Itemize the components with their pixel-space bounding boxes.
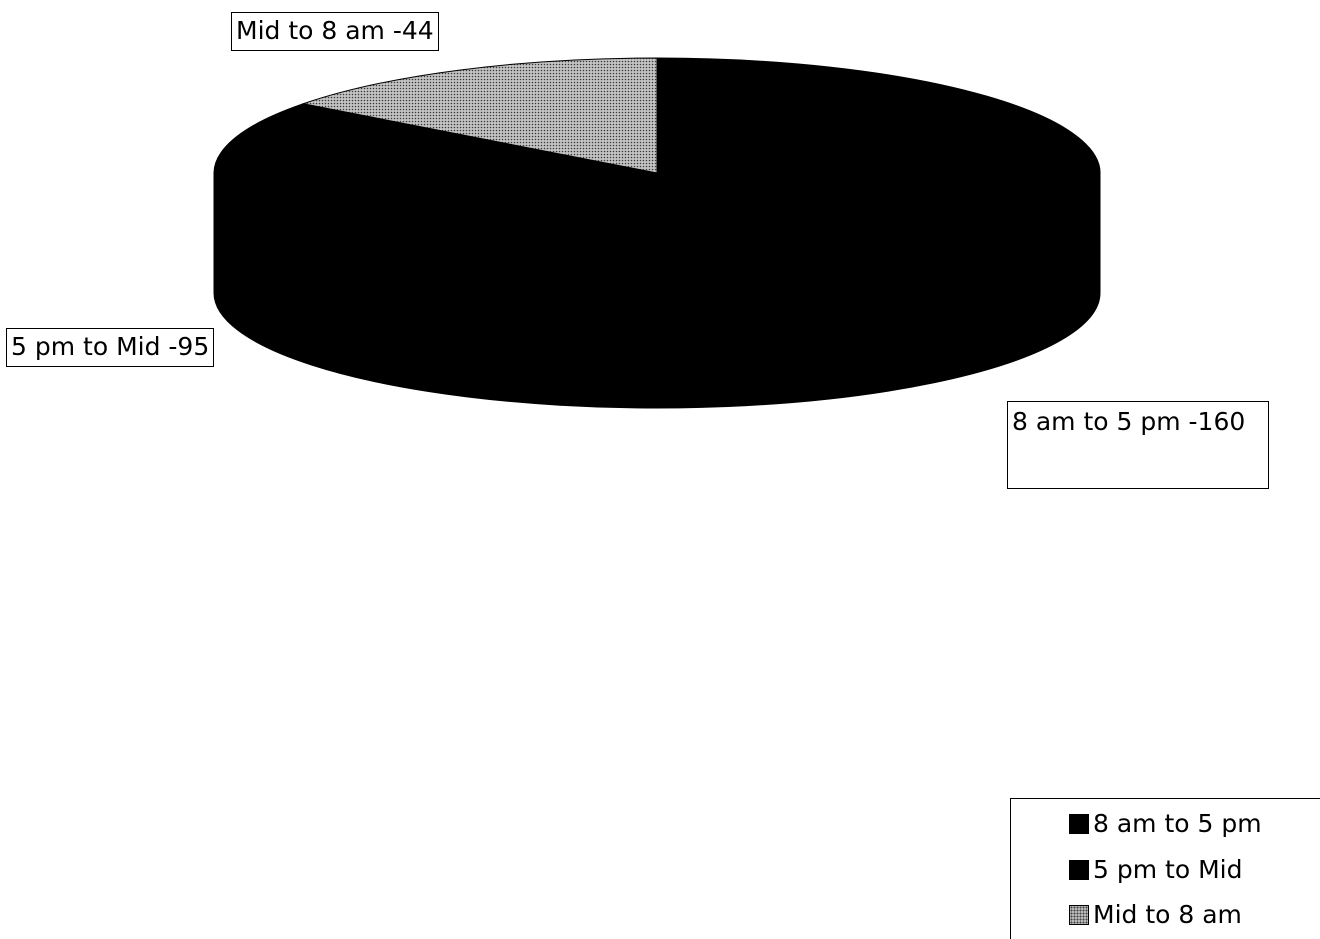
legend-label: 5 pm to Mid bbox=[1093, 855, 1243, 884]
pie-slice-1 bbox=[213, 103, 658, 286]
legend-swatch-5pm-to-mid bbox=[1069, 859, 1089, 880]
legend-item-8am-to-5pm: 8 am to 5 pm bbox=[1069, 809, 1262, 838]
data-label-8am-to-5pm: 8 am to 5 pm -160 bbox=[1007, 401, 1269, 489]
legend-item-mid-to-8am: Mid to 8 am bbox=[1069, 900, 1242, 929]
pie-slice-0 bbox=[559, 57, 1101, 289]
data-label-mid-to-8am: Mid to 8 am -44 bbox=[231, 12, 439, 51]
legend-label: 8 am to 5 pm bbox=[1093, 809, 1262, 838]
pie-slice-2 bbox=[301, 57, 658, 174]
legend-item-5pm-to-mid: 5 pm to Mid bbox=[1069, 855, 1242, 884]
legend-label: Mid to 8 am bbox=[1093, 900, 1242, 929]
legend-swatch-mid-to-8am bbox=[1069, 904, 1089, 925]
legend-swatch-8am-to-5pm bbox=[1069, 813, 1089, 834]
data-label-5pm-to-mid: 5 pm to Mid -95 bbox=[6, 328, 215, 367]
chart-legend: 8 am to 5 pm 5 pm to Mid Mid to 8 am bbox=[1010, 798, 1320, 939]
